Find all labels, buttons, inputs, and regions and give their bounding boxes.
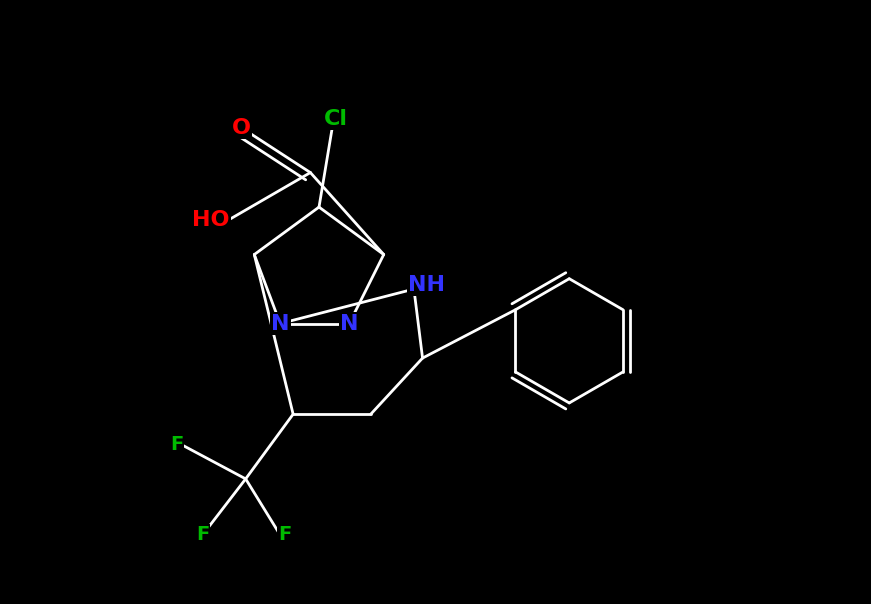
Text: Cl: Cl bbox=[324, 109, 348, 129]
Text: N: N bbox=[340, 313, 359, 333]
Text: F: F bbox=[196, 525, 209, 544]
Text: NH: NH bbox=[408, 275, 445, 295]
Text: F: F bbox=[170, 435, 183, 454]
Text: HO: HO bbox=[192, 210, 230, 230]
Text: O: O bbox=[232, 118, 251, 138]
Text: N: N bbox=[271, 313, 289, 333]
Text: F: F bbox=[278, 525, 291, 544]
